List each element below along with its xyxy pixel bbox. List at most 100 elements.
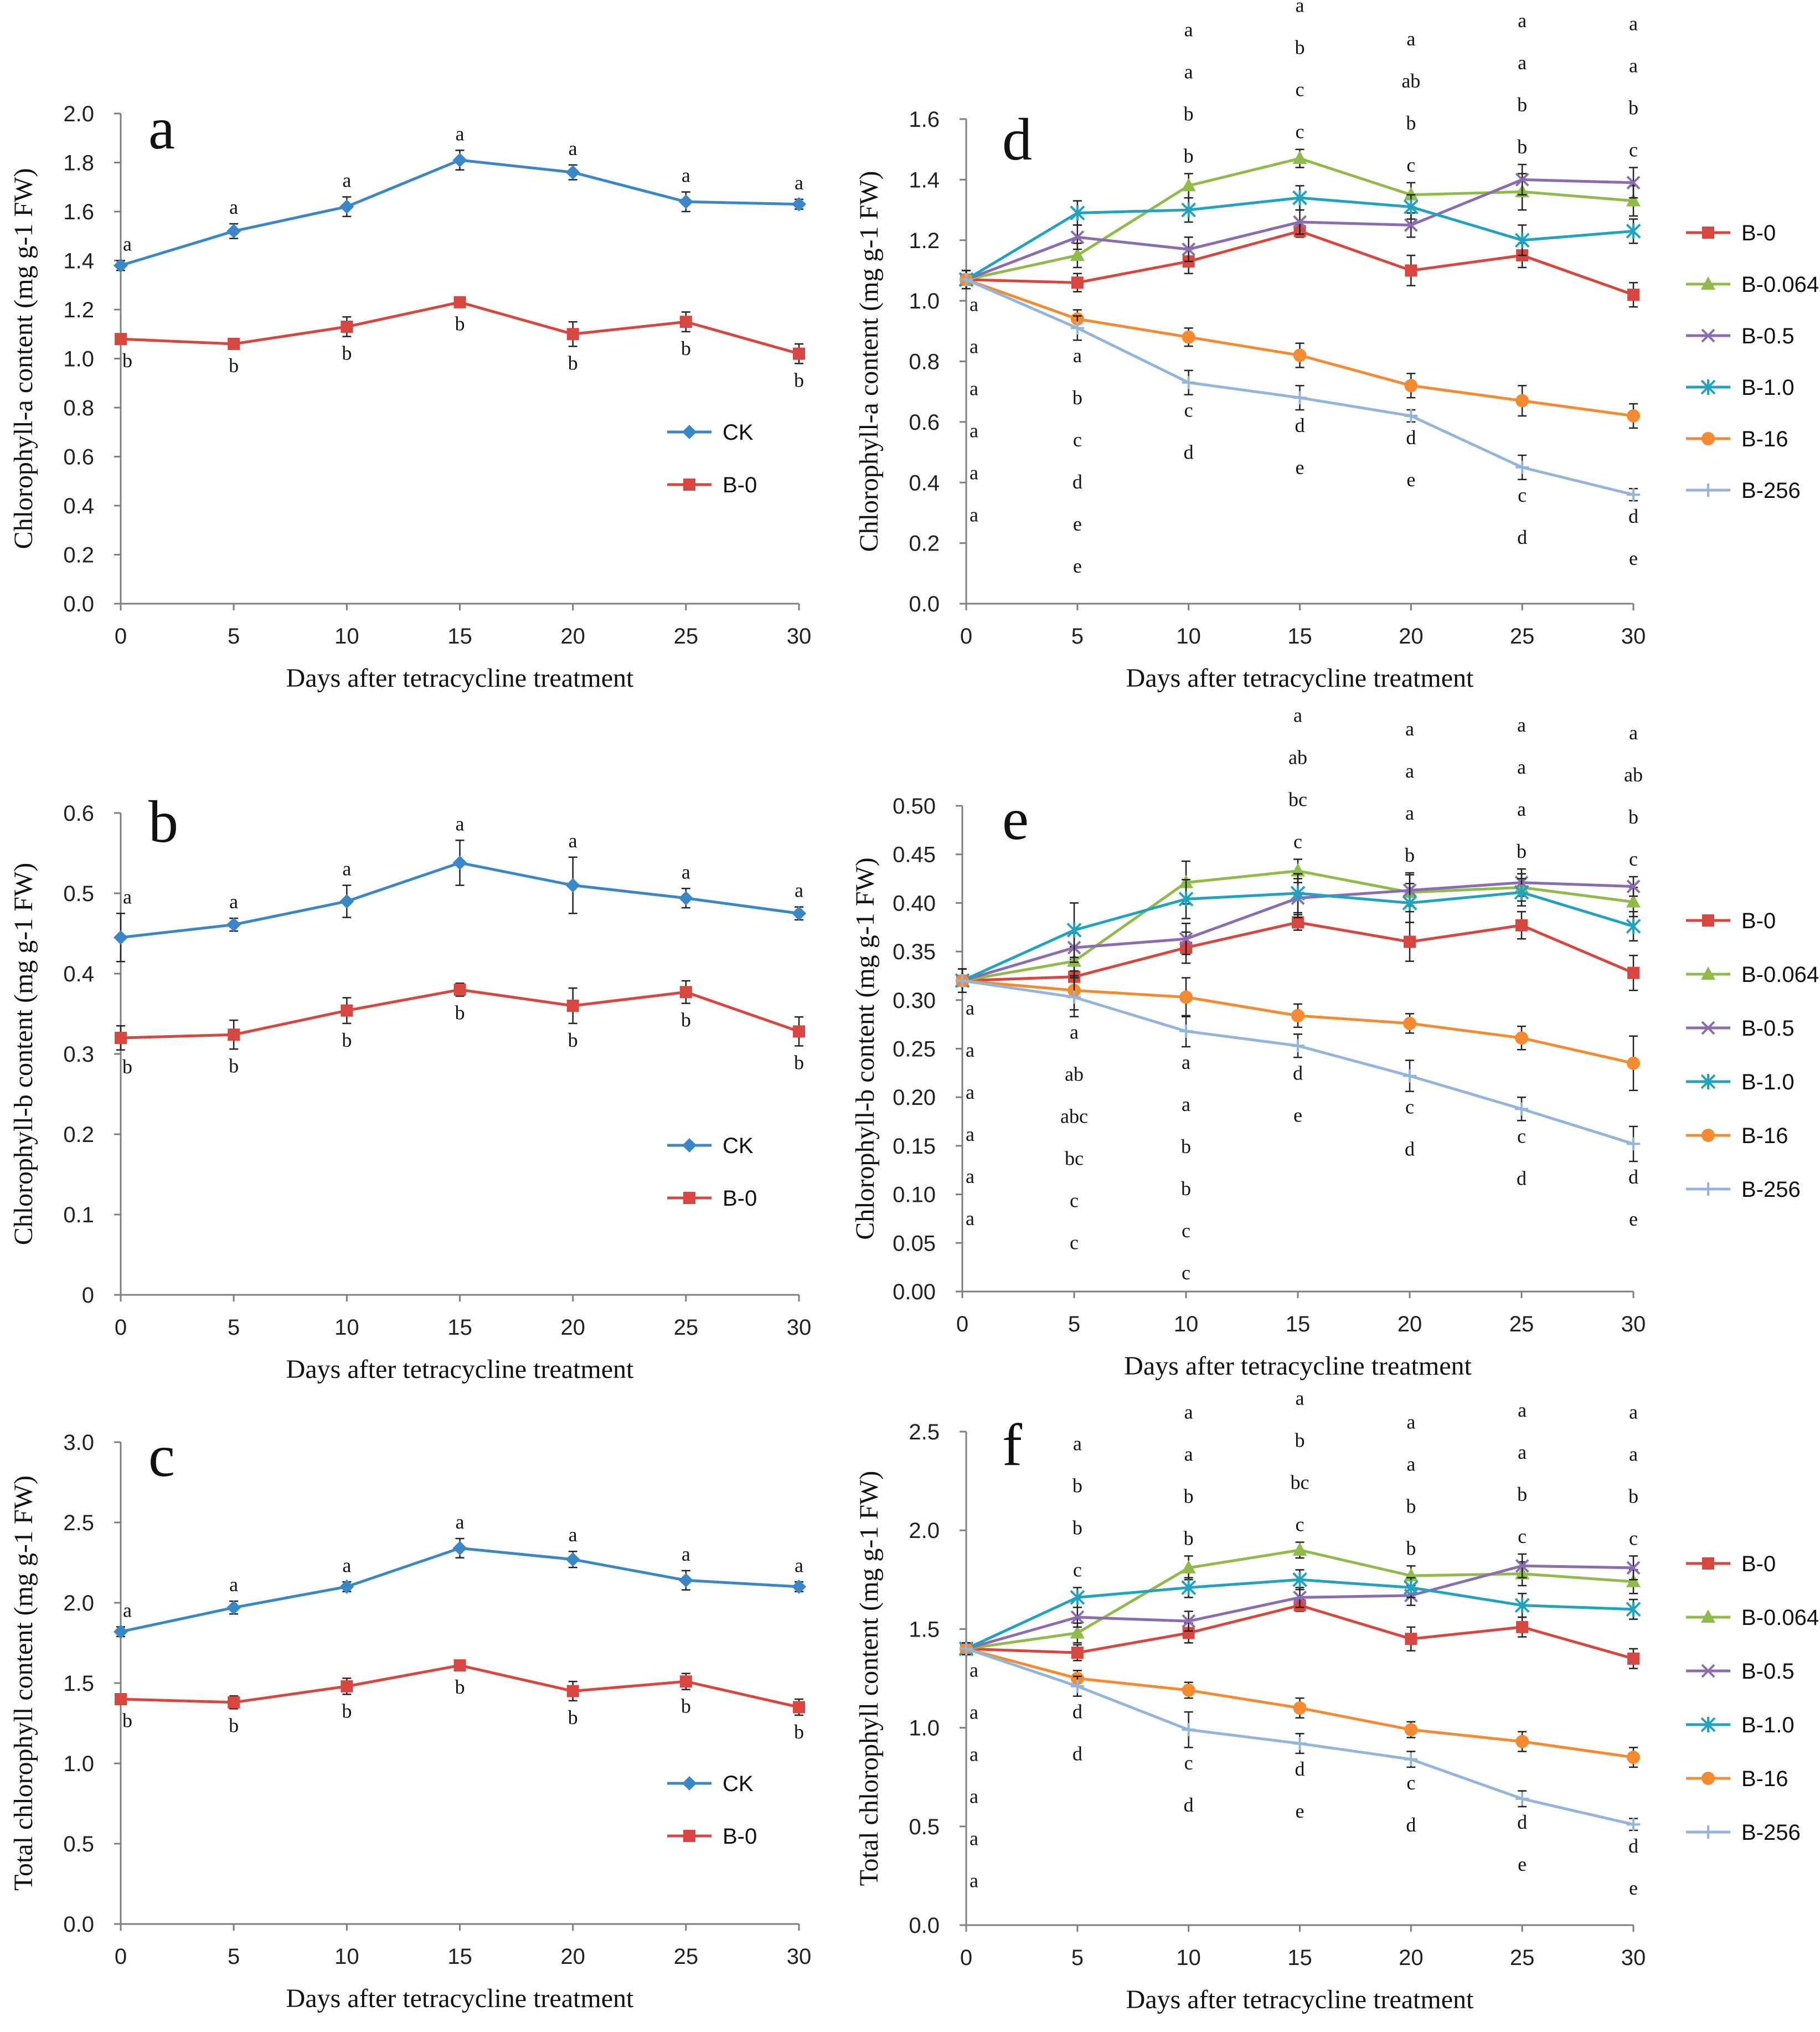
significance-letter: b bbox=[1628, 97, 1638, 119]
significance-letter: a bbox=[1629, 722, 1638, 744]
legend-label: B-1.0 bbox=[1741, 375, 1795, 400]
point-marker bbox=[1515, 1031, 1528, 1045]
significance-letter: ab bbox=[1624, 764, 1643, 786]
significance-letter: b bbox=[455, 313, 465, 335]
significance-letter: a bbox=[970, 377, 978, 399]
x-tick-label: 5 bbox=[1071, 1946, 1084, 1970]
y-tick-label: 0.0 bbox=[909, 592, 940, 616]
point-marker bbox=[1627, 1056, 1640, 1070]
point-marker bbox=[1405, 1633, 1417, 1645]
point-marker bbox=[453, 296, 466, 308]
point-marker bbox=[1627, 289, 1639, 301]
x-tick-label: 0 bbox=[960, 624, 972, 649]
significance-letter: b bbox=[568, 1706, 578, 1729]
legend-item-B-1.0: B-1.0 bbox=[1686, 1070, 1795, 1094]
x-tick-label: 15 bbox=[447, 1944, 472, 1969]
y-tick-label: 2.0 bbox=[909, 1519, 940, 1543]
significance-letter: d bbox=[1406, 426, 1416, 449]
significance-letter: e bbox=[1629, 1877, 1638, 1899]
y-axis-title: Chlorophyll-a content (mg g-1 FW) bbox=[9, 168, 38, 549]
significance-letter: c bbox=[1293, 830, 1302, 852]
point-marker bbox=[1626, 193, 1641, 207]
significance-letter: c bbox=[1629, 139, 1638, 161]
significance-letter: a bbox=[1629, 13, 1638, 35]
x-tick-label: 25 bbox=[674, 1315, 699, 1340]
point-marker bbox=[1178, 891, 1194, 907]
significance-letter: a bbox=[1406, 28, 1415, 50]
legend-item-B-0.5: B-0.5 bbox=[1686, 1016, 1795, 1041]
point-marker bbox=[1405, 264, 1417, 277]
x-tick-label: 5 bbox=[1068, 1312, 1080, 1336]
point-marker bbox=[679, 1675, 692, 1688]
point-marker bbox=[792, 1580, 806, 1594]
legend-marker bbox=[1701, 1021, 1715, 1035]
legend-item-B-16: B-16 bbox=[1686, 1124, 1788, 1148]
significance-letter: a bbox=[1293, 704, 1302, 726]
x-axis-title: Days after tetracycline treatment bbox=[286, 1984, 634, 2013]
y-tick-label: 1.6 bbox=[909, 107, 940, 132]
significance-letter: b bbox=[1628, 806, 1638, 828]
legend-item-CK: CK bbox=[667, 1772, 754, 1796]
point-marker bbox=[956, 974, 969, 987]
significance-letter: a bbox=[1073, 344, 1082, 367]
x-tick-label: 20 bbox=[1398, 1312, 1422, 1336]
significance-letter: b bbox=[1517, 136, 1527, 158]
significance-letter: b bbox=[122, 1710, 132, 1732]
y-tick-label: 0.0 bbox=[909, 1913, 940, 1938]
significance-letter: a bbox=[229, 891, 238, 913]
significance-letter: a bbox=[342, 858, 351, 880]
legend-label: B-16 bbox=[1741, 1767, 1788, 1791]
point-marker bbox=[1292, 916, 1304, 929]
significance-letter: b bbox=[229, 354, 239, 377]
y-tick-label: 0.0 bbox=[63, 1912, 94, 1937]
significance-letter: a bbox=[966, 997, 975, 1019]
legend-item-B-0: B-0 bbox=[1686, 909, 1776, 933]
significance-letter: a bbox=[1517, 714, 1526, 736]
point-marker bbox=[1292, 190, 1307, 206]
significance-letter: e bbox=[1293, 1104, 1302, 1126]
significance-letter: a bbox=[970, 1659, 978, 1681]
panel-letter: f bbox=[1002, 1412, 1022, 1478]
point-marker bbox=[1292, 1542, 1307, 1556]
point-marker bbox=[565, 165, 580, 180]
series-CK: a a a a a a a bbox=[114, 812, 806, 963]
significance-letter: a bbox=[229, 1573, 238, 1596]
series-B-0 bbox=[960, 224, 1639, 308]
significance-letter: b bbox=[1406, 1495, 1416, 1517]
legend-marker bbox=[1702, 1129, 1715, 1142]
significance-letter: a bbox=[1073, 1433, 1082, 1455]
legend-marker bbox=[683, 1830, 695, 1842]
legend-label: CK bbox=[723, 1134, 754, 1158]
y-tick-label: 0.4 bbox=[63, 962, 94, 986]
legend-label: B-0.5 bbox=[1741, 1016, 1795, 1041]
panel-letter: a bbox=[148, 96, 175, 162]
point-marker bbox=[1404, 218, 1418, 232]
significance-letter: b bbox=[1405, 844, 1415, 866]
significance-letter: e bbox=[1629, 1208, 1638, 1230]
significance-letter: b bbox=[455, 1002, 465, 1024]
point-marker bbox=[1402, 895, 1417, 911]
legend-item-B-0: B-0 bbox=[667, 1186, 757, 1211]
significance-letter: a bbox=[970, 335, 978, 357]
significance-letter: a bbox=[970, 419, 978, 441]
legend-item-CK: CK bbox=[667, 1134, 754, 1158]
significance-letter: e bbox=[1406, 469, 1415, 491]
significance-letter: a bbox=[1629, 55, 1638, 77]
significance-letter: a bbox=[1406, 1411, 1415, 1433]
y-tick-label: 1.5 bbox=[909, 1617, 940, 1642]
significance-letter: b bbox=[1184, 145, 1194, 167]
legend-label: B-0 bbox=[1741, 221, 1776, 245]
y-tick-label: 0.15 bbox=[893, 1134, 936, 1159]
significance-letter: a bbox=[682, 861, 690, 883]
legend-label: CK bbox=[723, 1772, 754, 1796]
significance-letter: a bbox=[1184, 18, 1193, 40]
legend-marker bbox=[1701, 328, 1715, 343]
point-marker bbox=[1516, 1621, 1529, 1633]
point-marker bbox=[1514, 1597, 1530, 1613]
point-marker bbox=[1627, 1818, 1640, 1832]
point-marker bbox=[1070, 1589, 1085, 1606]
y-tick-label: 0.3 bbox=[63, 1042, 94, 1067]
significance-letter: a bbox=[1405, 718, 1414, 740]
point-marker bbox=[228, 1028, 240, 1041]
